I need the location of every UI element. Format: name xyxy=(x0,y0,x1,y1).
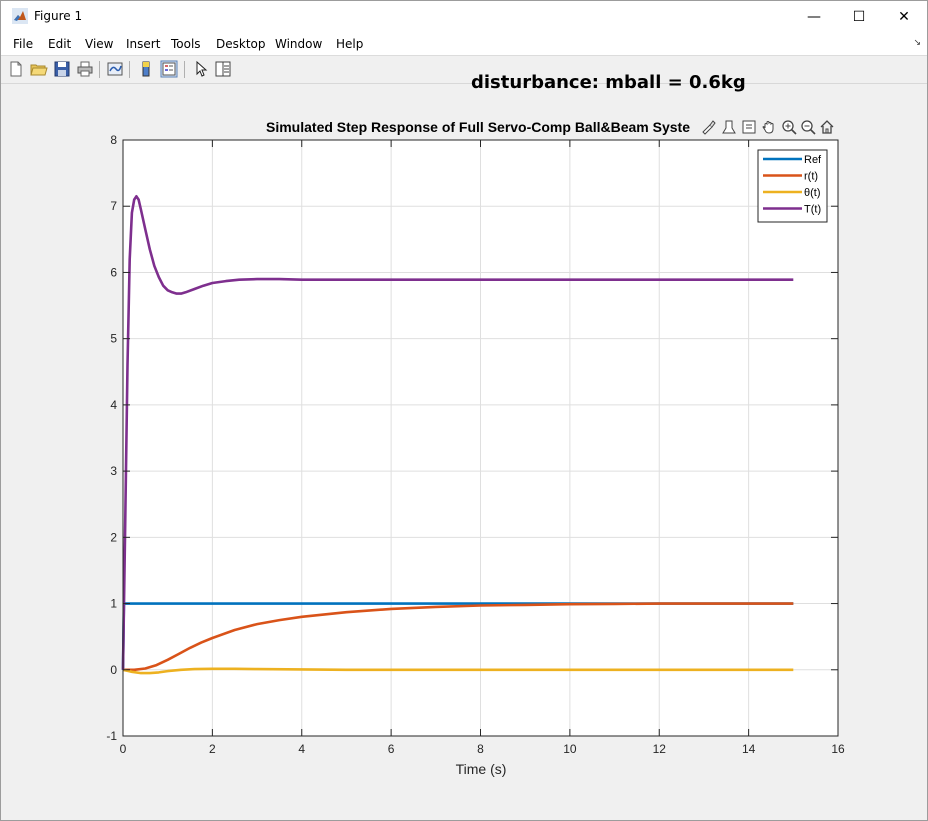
x-axis-label: Time (s) xyxy=(456,761,507,777)
series-line[interactable] xyxy=(121,195,794,670)
toolbar-separator xyxy=(184,61,185,78)
save-icon[interactable] xyxy=(53,60,71,78)
zoom-in-icon[interactable] xyxy=(781,119,797,135)
open-file-icon[interactable] xyxy=(30,60,48,78)
y-tick-label: 1 xyxy=(110,597,117,611)
menu-help[interactable]: Help xyxy=(336,37,364,51)
y-tick-label: 3 xyxy=(110,464,117,478)
y-tick-label: 0 xyxy=(110,663,117,677)
matlab-logo-icon xyxy=(12,8,28,24)
x-tick-label: 10 xyxy=(563,742,577,756)
disturbance-annotation: disturbance: mball = 0.6kg xyxy=(471,72,746,93)
toolbar-separator xyxy=(99,61,100,78)
menu-file[interactable]: File xyxy=(13,37,34,51)
new-figure-icon[interactable] xyxy=(7,60,25,78)
legend-label: θ(t) xyxy=(804,187,821,199)
pointer-icon[interactable] xyxy=(192,60,210,78)
legend-label: r(t) xyxy=(804,171,818,183)
menu-view[interactable]: View xyxy=(85,37,114,51)
y-tick-label: 5 xyxy=(110,332,117,346)
menu-edit[interactable]: Edit xyxy=(48,37,72,51)
legend-label: T(t) xyxy=(804,204,821,216)
title-bar: Figure 1 — ☐ ✕ xyxy=(1,1,927,32)
y-tick-label: -1 xyxy=(106,729,117,743)
legend-label: Ref xyxy=(804,154,822,166)
y-tick-label: 4 xyxy=(110,398,117,412)
pan-icon[interactable] xyxy=(761,119,777,135)
menu-overflow-icon[interactable]: ↘ xyxy=(913,37,921,47)
y-tick-label: 7 xyxy=(110,199,117,213)
data-tips-icon[interactable] xyxy=(721,119,737,135)
legend[interactable]: Ref r(t) θ(t) T(t) xyxy=(757,149,828,223)
home-icon[interactable] xyxy=(819,119,835,135)
x-tick-label: 2 xyxy=(209,742,216,756)
property-inspector-icon[interactable] xyxy=(214,60,232,78)
zoom-out-icon[interactable] xyxy=(800,119,816,135)
close-button[interactable]: ✕ xyxy=(898,8,910,25)
y-tick-label: 8 xyxy=(110,133,117,147)
y-tick-label: 6 xyxy=(110,265,117,279)
x-tick-label: 12 xyxy=(653,742,667,756)
legend-box xyxy=(757,149,828,223)
link-plot-icon[interactable] xyxy=(106,60,124,78)
colorbar-icon[interactable] xyxy=(137,60,155,78)
window-title: Figure 1 xyxy=(34,9,83,23)
x-tick-label: 14 xyxy=(742,742,756,756)
figure-toolbar xyxy=(1,56,927,84)
menu-window[interactable]: Window xyxy=(275,37,323,51)
export-icon[interactable] xyxy=(741,119,757,135)
minimize-button[interactable]: — xyxy=(807,8,821,25)
series-line[interactable] xyxy=(123,602,794,672)
x-tick-label: 16 xyxy=(831,742,845,756)
toolbar-separator xyxy=(129,61,130,78)
menu-tools[interactable]: Tools xyxy=(171,37,201,51)
x-tick-label: 0 xyxy=(120,742,127,756)
maximize-button[interactable]: ☐ xyxy=(852,8,866,25)
print-icon[interactable] xyxy=(76,60,94,78)
chart-title: Simulated Step Response of Full Servo-Co… xyxy=(266,119,690,135)
y-tick-label: 2 xyxy=(110,530,117,544)
x-tick-label: 6 xyxy=(388,742,395,756)
series-line[interactable] xyxy=(122,667,794,675)
brush-icon[interactable] xyxy=(700,119,716,135)
menu-insert[interactable]: Insert xyxy=(126,37,161,51)
x-tick-label: 8 xyxy=(477,742,484,756)
tick-marks xyxy=(122,139,839,737)
x-tick-label: 4 xyxy=(298,742,305,756)
menu-bar: File Edit View Insert Tools Desktop Wind… xyxy=(1,32,927,56)
menu-desktop[interactable]: Desktop xyxy=(216,37,266,51)
legend-icon[interactable] xyxy=(160,60,178,78)
